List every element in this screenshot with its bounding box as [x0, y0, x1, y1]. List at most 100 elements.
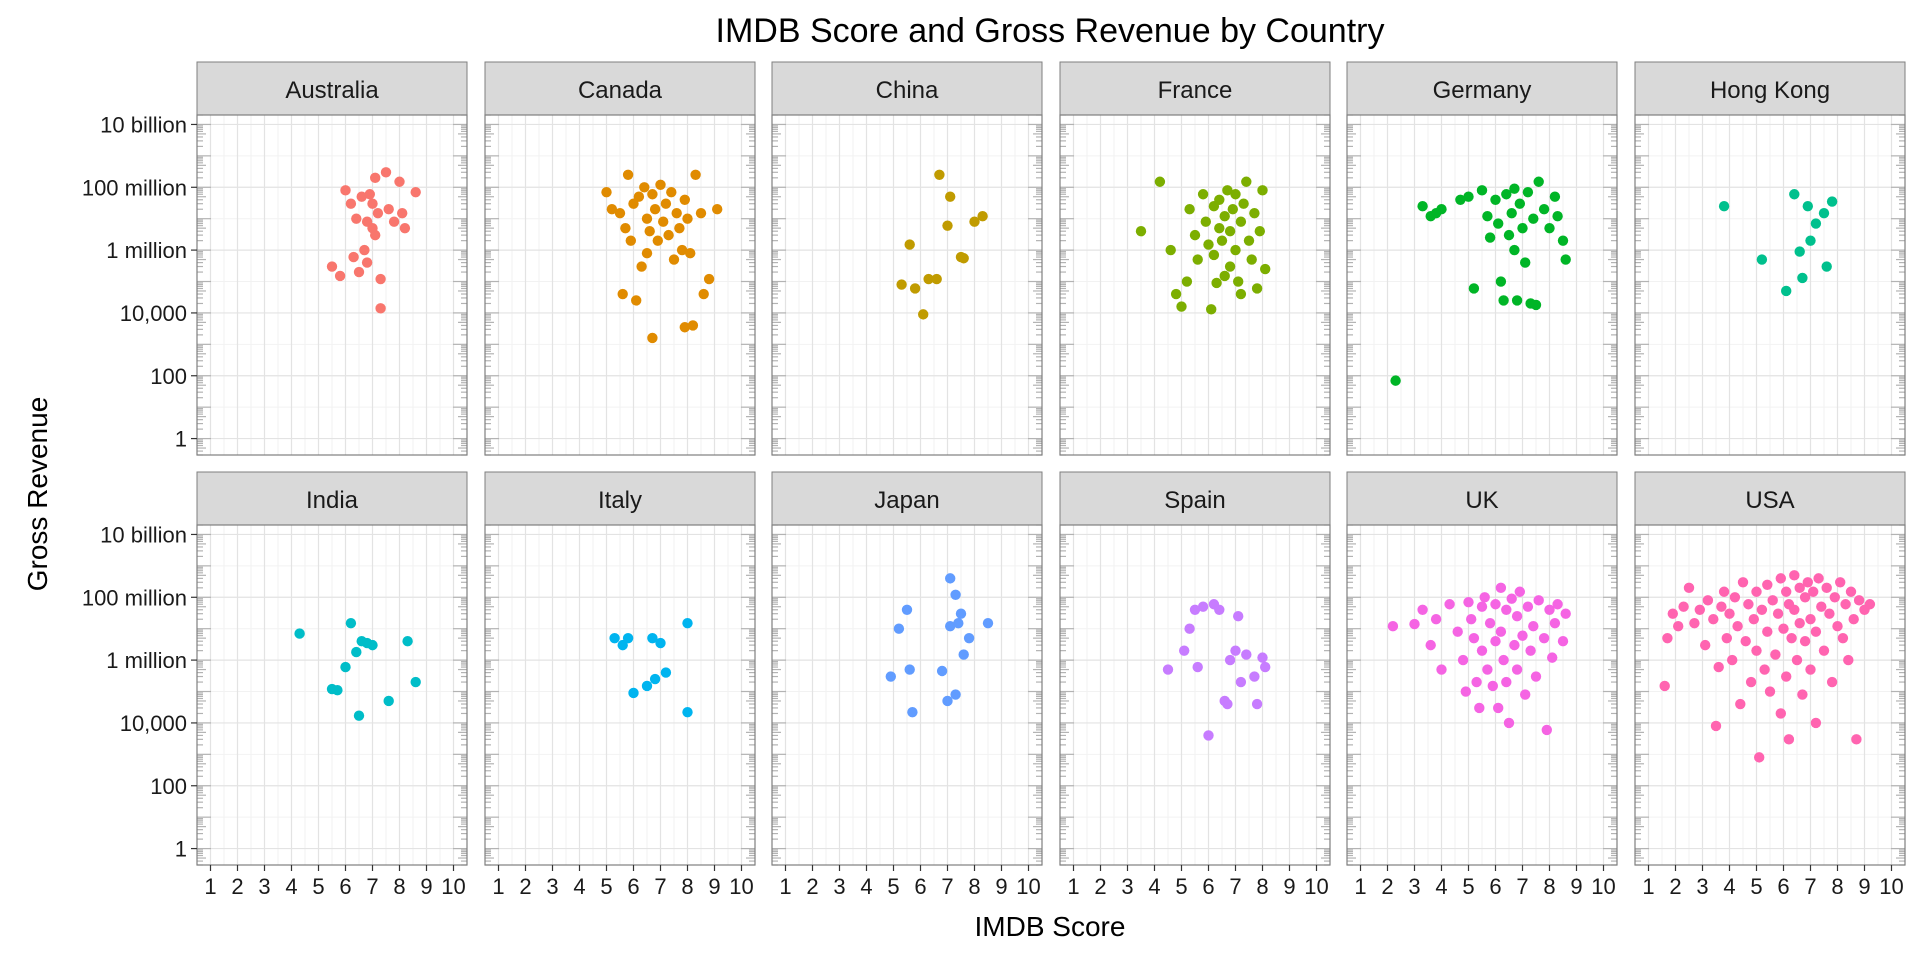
- data-point: [1487, 680, 1499, 692]
- data-point: [1514, 198, 1526, 209]
- data-point: [1786, 632, 1797, 644]
- data-point: [1530, 671, 1542, 682]
- data-point: [1493, 218, 1504, 229]
- data-point: [950, 689, 961, 700]
- facet-strip: [196, 471, 468, 526]
- y-tick-label: 100: [150, 364, 187, 389]
- data-point: [1525, 645, 1536, 656]
- data-point: [1495, 276, 1507, 287]
- data-point: [1772, 608, 1784, 619]
- x-tick-label: 1: [1354, 874, 1366, 899]
- data-point: [1514, 586, 1526, 597]
- data-point: [1759, 664, 1770, 675]
- data-point: [658, 216, 669, 227]
- x-tick-label: 1: [492, 874, 504, 899]
- data-point: [1818, 207, 1830, 219]
- x-tick-label: 8: [1256, 874, 1268, 899]
- facet-panel: Australia 1 100 10,000 1 million 100 million 1…: [82, 61, 468, 456]
- data-point: [1468, 632, 1480, 644]
- data-point: [1683, 582, 1695, 594]
- data-point: [620, 222, 631, 234]
- data-point: [1216, 235, 1228, 246]
- data-point: [1549, 191, 1561, 202]
- data-point: [1254, 225, 1266, 237]
- data-point: [1181, 276, 1193, 287]
- panel-border: [196, 524, 468, 866]
- data-point: [712, 204, 723, 215]
- data-point: [1509, 244, 1520, 256]
- data-point: [1471, 676, 1482, 688]
- data-point: [703, 273, 715, 285]
- data-point: [1818, 645, 1830, 656]
- data-point: [1224, 654, 1236, 666]
- data-point: [294, 628, 305, 639]
- data-point: [893, 623, 905, 634]
- x-tick-label: 5: [1750, 874, 1762, 899]
- facet-panel: China: [771, 61, 1043, 456]
- data-point: [901, 604, 913, 615]
- y-tick-label: 100 million: [82, 585, 187, 610]
- data-point: [1490, 194, 1501, 205]
- data-point: [1802, 577, 1814, 588]
- data-point: [698, 288, 709, 300]
- y-tick-label: 10 billion: [100, 522, 187, 547]
- data-point: [1835, 577, 1846, 588]
- data-point: [1251, 698, 1263, 710]
- x-tick-label: 9: [995, 874, 1007, 899]
- data-point: [1425, 639, 1436, 651]
- data-point: [1667, 608, 1679, 619]
- data-point: [1463, 596, 1474, 608]
- data-point: [1700, 639, 1711, 651]
- y-tick-label: 10,000: [120, 711, 187, 736]
- data-point: [1751, 645, 1762, 656]
- data-point: [410, 676, 421, 688]
- data-point: [1230, 645, 1241, 656]
- data-point: [1794, 246, 1805, 257]
- data-point: [1260, 263, 1271, 275]
- data-point: [1503, 229, 1515, 241]
- data-point: [639, 182, 650, 193]
- data-point: [1495, 626, 1507, 637]
- data-point: [1756, 254, 1768, 265]
- data-point: [1476, 645, 1488, 656]
- data-point: [1184, 623, 1195, 634]
- facet-panel: Hong Kong: [1634, 61, 1906, 456]
- data-point: [1179, 645, 1190, 656]
- data-point: [1799, 635, 1811, 647]
- facet-label: Japan: [874, 487, 939, 514]
- data-point: [1843, 654, 1854, 666]
- data-point: [958, 649, 969, 660]
- data-point: [1805, 614, 1816, 625]
- data-point: [1724, 608, 1735, 619]
- x-tick-label: 8: [968, 874, 980, 899]
- data-point: [351, 213, 362, 224]
- x-tick-label: 4: [285, 874, 297, 899]
- facet-label: China: [876, 77, 939, 104]
- data-point: [1718, 200, 1730, 212]
- data-point: [1506, 207, 1517, 219]
- data-point: [1810, 626, 1822, 637]
- data-point: [955, 608, 967, 619]
- data-point: [660, 198, 672, 209]
- data-point: [1805, 664, 1816, 675]
- data-point: [1154, 176, 1166, 187]
- x-tick-label: 8: [393, 874, 405, 899]
- data-point: [1821, 582, 1832, 594]
- data-point: [641, 247, 653, 259]
- data-point: [1530, 299, 1542, 311]
- data-point: [1718, 586, 1730, 597]
- x-tick-label: 3: [258, 874, 270, 899]
- facet-strip: [1634, 471, 1906, 526]
- facet-strip: [484, 471, 756, 526]
- data-point: [647, 332, 658, 344]
- x-tick-label: 4: [860, 874, 872, 899]
- data-point: [1493, 702, 1504, 714]
- data-point: [1533, 595, 1544, 606]
- data-point: [348, 251, 359, 263]
- data-point: [1791, 654, 1803, 666]
- data-point: [1659, 680, 1670, 692]
- data-point: [896, 279, 907, 290]
- data-point: [340, 185, 351, 196]
- data-point: [1197, 601, 1209, 612]
